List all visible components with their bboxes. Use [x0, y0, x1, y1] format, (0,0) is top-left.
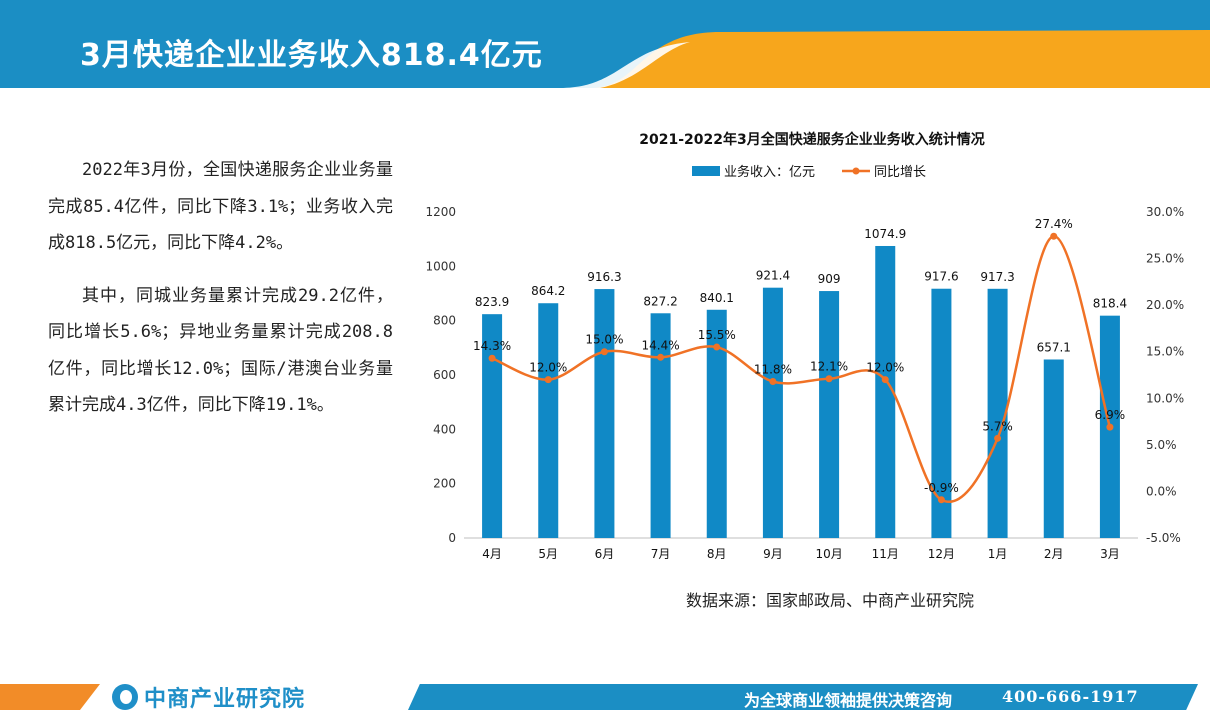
- legend-line-label: 同比增长: [874, 165, 926, 180]
- growth-point: [1050, 232, 1058, 240]
- bar: [931, 288, 952, 538]
- x-axis-tick-label: 10月: [815, 547, 842, 561]
- article-text: 2022年3月份，全国快递服务企业业务量完成85.4亿件，同比下降3.1%；业务…: [48, 152, 393, 440]
- footer-blue-band: [408, 684, 1198, 710]
- x-axis-tick-label: 1月: [988, 547, 1008, 561]
- right-axis-tick-label: 15.0%: [1146, 345, 1184, 359]
- growth-value-label: 14.4%: [642, 338, 680, 352]
- x-axis-tick-label: 12月: [928, 547, 955, 561]
- x-axis-tick-label: 6月: [595, 547, 615, 561]
- bar-value-label: 1074.9: [864, 227, 906, 241]
- bar-value-label: 864.2: [531, 284, 565, 298]
- growth-value-label: 6.9%: [1095, 408, 1126, 422]
- bar: [706, 309, 727, 538]
- growth-value-label: 12.0%: [529, 361, 567, 375]
- legend-bar-swatch: [692, 166, 720, 176]
- bar: [987, 288, 1008, 538]
- company-logo-text: 中商产业研究院: [144, 687, 306, 712]
- growth-point: [544, 376, 552, 384]
- left-axis-tick-label: 1000: [425, 259, 456, 273]
- growth-value-label: 27.4%: [1035, 217, 1073, 231]
- right-axis-tick-label: 25.0%: [1146, 252, 1184, 266]
- growth-point: [937, 496, 945, 504]
- x-axis-tick-label: 9月: [763, 547, 783, 561]
- header-banner: 3月快递企业业务收入818.4亿元: [0, 0, 1210, 88]
- growth-point: [600, 348, 608, 356]
- x-axis-tick-label: 5月: [538, 547, 558, 561]
- left-axis-tick-label: 800: [433, 314, 456, 328]
- bar-value-label: 921.4: [756, 269, 790, 283]
- footer-phone: 400-666-1917: [1002, 687, 1139, 706]
- footer-slogan: 为全球商业领袖提供决策咨询: [744, 691, 953, 710]
- growth-point: [825, 375, 833, 383]
- bar-value-label: 909: [818, 272, 841, 286]
- x-axis-tick-label: 8月: [707, 547, 727, 561]
- bar-value-label: 916.3: [587, 270, 621, 284]
- bar-value-label: 827.2: [643, 294, 677, 308]
- growth-value-label: 11.8%: [754, 363, 792, 377]
- footer-orange-accent: [0, 684, 100, 710]
- growth-value-label: 12.1%: [810, 360, 848, 374]
- growth-value-label: -0.9%: [924, 481, 959, 495]
- growth-value-label: 5.7%: [982, 419, 1013, 433]
- right-axis-tick-label: 10.0%: [1146, 391, 1184, 405]
- growth-value-label: 14.3%: [473, 339, 511, 353]
- right-axis-tick-label: 5.0%: [1146, 438, 1177, 452]
- chart-svg: 2021-2022年3月全国快递服务企业业务收入统计情况 业务收入：亿元 同比增…: [425, 131, 1184, 561]
- left-axis-tick-label: 200: [433, 477, 456, 491]
- growth-value-label: 15.0%: [585, 333, 623, 347]
- right-axis-tick-label: -5.0%: [1146, 531, 1181, 545]
- chart-legend: 业务收入：亿元 同比增长: [692, 164, 926, 180]
- legend-line-marker: [852, 167, 860, 175]
- bar-value-label: 818.4: [1093, 297, 1127, 311]
- chart-title: 2021-2022年3月全国快递服务企业业务收入统计情况: [639, 131, 984, 148]
- bar: [1043, 359, 1064, 538]
- growth-line: [491, 234, 1112, 503]
- paragraph-2: 其中，同城业务量累计完成29.2亿件，同比增长5.6%；异地业务量累计完成208…: [48, 285, 393, 416]
- growth-point: [994, 434, 1002, 442]
- left-axis-tick-label: 400: [433, 422, 456, 436]
- paragraph-1: 2022年3月份，全国快递服务企业业务量完成85.4亿件，同比下降3.1%；业务…: [48, 160, 393, 253]
- growth-value-label: 12.0%: [866, 361, 904, 375]
- growth-point: [657, 353, 665, 361]
- page-title: 3月快递企业业务收入818.4亿元: [80, 38, 543, 73]
- right-axis-tick-label: 0.0%: [1146, 484, 1177, 498]
- bar-value-label: 917.6: [924, 270, 958, 284]
- bar: [650, 313, 671, 538]
- left-axis-tick-label: 1200: [425, 205, 456, 219]
- x-axis-tick-label: 3月: [1100, 547, 1120, 561]
- growth-point: [713, 343, 721, 351]
- plot-area: 0 200 400 600 800 1000 1200 -5.0% 0.0% 5.0% 10.0% 1…: [425, 205, 1184, 561]
- bar-value-label: 917.3: [980, 270, 1014, 284]
- growth-point: [769, 378, 777, 386]
- x-axis-tick-label: 4月: [482, 547, 502, 561]
- legend-bar-label: 业务收入：亿元: [724, 164, 815, 180]
- company-logo-icon: [112, 684, 138, 710]
- bar-value-label: 657.1: [1037, 340, 1071, 354]
- growth-value-label: 15.5%: [698, 328, 736, 342]
- left-axis-tick-label: 600: [433, 368, 456, 382]
- header-background: [0, 0, 1210, 88]
- bar: [538, 303, 559, 538]
- revenue-chart: 2021-2022年3月全国快递服务企业业务收入统计情况 业务收入：亿元 同比增…: [408, 118, 1210, 618]
- right-axis-tick-label: 20.0%: [1146, 298, 1184, 312]
- x-axis-tick-label: 7月: [651, 547, 671, 561]
- bar: [875, 245, 896, 538]
- growth-point: [881, 376, 889, 384]
- footer-bar: 中商产业研究院 为全球商业领袖提供决策咨询 400-666-1917: [0, 676, 1210, 718]
- left-axis-tick-label: 0: [448, 531, 456, 545]
- bar: [762, 287, 783, 538]
- bar-value-label: 840.1: [700, 291, 734, 305]
- company-logo: 中商产业研究院: [112, 680, 305, 714]
- bar-value-label: 823.9: [475, 295, 509, 309]
- x-axis-tick-label: 11月: [872, 547, 899, 561]
- bar: [594, 289, 615, 538]
- bar: [482, 314, 503, 538]
- data-source: 数据来源：国家邮政局、中商产业研究院: [686, 591, 975, 610]
- x-axis-tick-label: 2月: [1044, 547, 1064, 561]
- right-axis-tick-label: 30.0%: [1146, 205, 1184, 219]
- bar: [819, 291, 840, 538]
- growth-point: [488, 354, 496, 362]
- growth-point: [1106, 423, 1114, 431]
